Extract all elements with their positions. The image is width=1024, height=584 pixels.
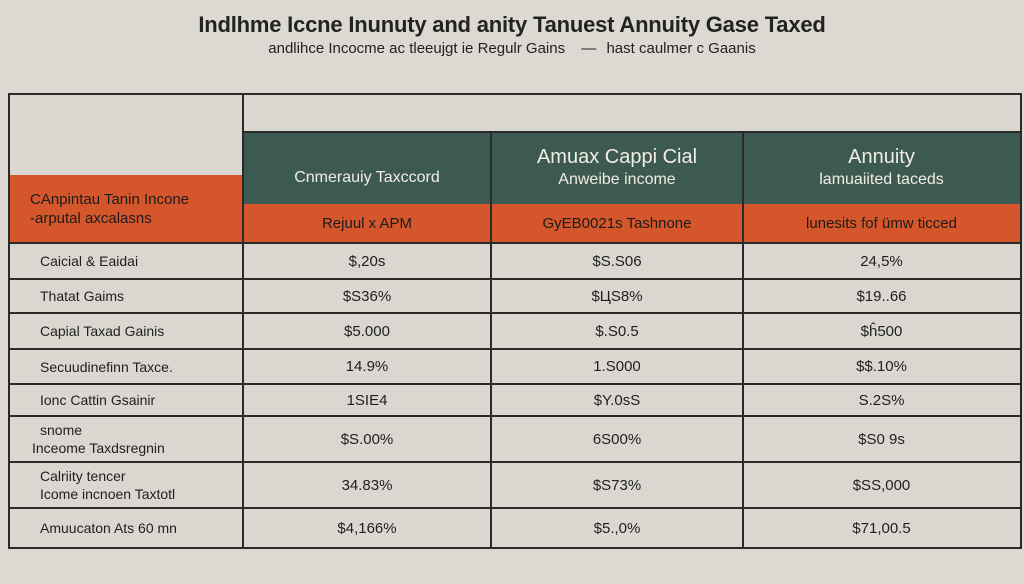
table-cell: $71,00.5 (852, 519, 911, 537)
grid-line (10, 348, 1020, 350)
row-label-7: Calriity tencer Icome incnoen Taxtotl (10, 463, 243, 507)
row-label-6-line-2: Inceome Taxdsregnin (32, 440, 165, 456)
grid-line (10, 415, 1020, 417)
table-cell: $S0 9s (858, 430, 905, 448)
grid-line (242, 131, 1020, 133)
column-header-2-title: Amuax Cappi Cial (536, 146, 698, 168)
column-header-1-subtitle: Cnmerauiy Taxccord (294, 169, 440, 186)
table-cell: $5.000 (344, 322, 390, 340)
row-label-1: Caicial & Eaidai (10, 244, 243, 278)
column-header-3-title: Annuity (848, 146, 915, 168)
table-cell: $5.,0% (593, 519, 641, 537)
row-header-line-2: -arputal axcalasns (30, 209, 152, 227)
table-cell: $4,166% (337, 519, 397, 537)
page-subtitle: andlihce Incocme ac tleeujgt ie Regulr G… (0, 40, 1024, 57)
table-cell: $S73% (592, 476, 642, 494)
table-cell: $S.00% (340, 430, 394, 448)
row-label-6-line-1: snome (40, 422, 83, 438)
column-subheader-3-label: lunesits fof ümw ticced (806, 214, 957, 232)
grid-line (742, 132, 744, 547)
column-subheader-1: Rejuul x APM (243, 204, 491, 242)
row-label-2-text: Thatat Gaims (40, 288, 125, 304)
grid-line (10, 278, 1020, 280)
subtitle-separator: — (581, 40, 597, 57)
row-label-8-text: Amuucaton Ats 60 mn (40, 520, 177, 536)
grid-line (10, 507, 1020, 509)
table-cell: S.2S% (858, 391, 905, 409)
table-cell: $SS,000 (852, 476, 911, 494)
table-cell: 6S00% (592, 430, 642, 448)
grid-line (242, 95, 244, 547)
row-label-7-line-1: Calriity tencer (40, 468, 126, 484)
row-label-2: Thatat Gaims (10, 280, 243, 312)
column-header-2-subtitle: Anweibe income (558, 171, 676, 188)
row-label-5: Ionc Cattin Gsainir (10, 385, 243, 415)
column-subheader-3: lunesits fof ümw ticced (743, 204, 1020, 242)
row-label-5-text: Ionc Cattin Gsainir (40, 392, 156, 408)
column-header-1: Cnmerauiy Taxccord (243, 132, 491, 204)
row-label-7-line-2: Icome incnoen Taxtotl (40, 486, 176, 502)
table-cell: $$.10% (856, 358, 907, 375)
row-label-8: Amuucaton Ats 60 mn (10, 509, 243, 547)
row-label-4: Secuudinefinn Taxce. (10, 350, 243, 383)
page-title: Indlhme Iccne Inunuty and anity Tanuest … (198, 12, 826, 37)
column-header-3: Annuity lamuaiited taceds (743, 132, 1020, 204)
table-cell: 1SIE4 (346, 391, 388, 409)
subtitle-left: andlihce Incocme ac tleeujgt ie Regulr G… (268, 40, 566, 57)
column-header-3-subtitle: lamuaiited taceds (819, 171, 944, 188)
table-cell: $Y.0sS (593, 391, 641, 409)
grid-line (10, 383, 1020, 385)
table-cell: 24,5% (860, 252, 903, 270)
table-cell: $19..66 (856, 287, 907, 305)
table-cell: $.S0.5 (595, 322, 639, 340)
grid-line (490, 132, 492, 547)
grid-line (10, 312, 1020, 314)
row-label-6: snome Inceome Taxdsregnin (10, 417, 243, 461)
subtitle-right: hast caulmer c Gaanis (606, 40, 756, 57)
row-label-1-text: Caicial & Eaidai (40, 253, 139, 269)
table-cell: 14.9% (345, 358, 389, 375)
table-cell: $,20s (348, 252, 386, 270)
grid-line (10, 461, 1020, 463)
row-label-3-text: Capial Taxad Gainis (40, 323, 165, 339)
table-cell: $ĥ500 (860, 322, 903, 340)
table-cell: 1.S000 (593, 358, 641, 375)
column-header-2: Amuax Cappi Cial Anweibe income (491, 132, 743, 204)
table-cell: 34.83% (341, 476, 393, 494)
column-subheader-2-label: GyEB0021s Tashnone (542, 214, 692, 232)
column-subheader-1-label: Rejuul x APM (321, 214, 413, 232)
row-header-line-1: CAnpintau Tanin Incone (30, 190, 190, 208)
row-label-4-text: Secuudinefinn Taxce. (40, 358, 173, 375)
column-subheader-2: GyEB0021s Tashnone (491, 204, 743, 242)
table-cell: $ЦS8% (591, 287, 643, 305)
table-cell: $S36% (342, 287, 392, 305)
row-label-3: Capial Taxad Gainis (10, 314, 243, 348)
row-header-label: CAnpintau Tanin Incone -arputal axcalasn… (10, 175, 243, 242)
table-cell: $S.S06 (592, 252, 642, 270)
comparison-table: Cnmerauiy Taxccord Amuax Cappi Cial Anwe… (8, 93, 1022, 549)
grid-line (10, 242, 1020, 244)
